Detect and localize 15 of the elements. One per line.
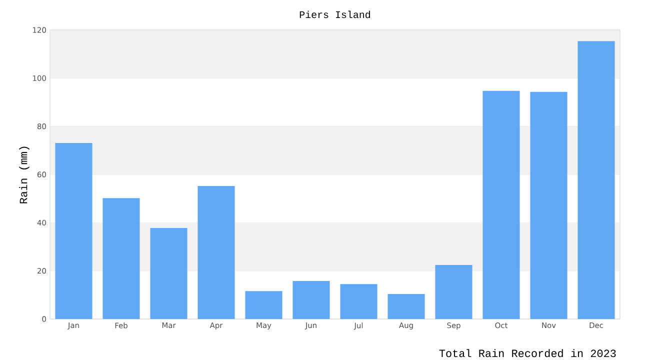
bar: [245, 291, 282, 319]
bar: [435, 265, 472, 319]
bar: [102, 198, 140, 319]
bar: [55, 142, 92, 319]
bar: [578, 41, 615, 319]
chart-title: Piers Island: [300, 10, 370, 18]
bar: [292, 280, 330, 319]
bar: [530, 92, 568, 319]
bar: [388, 294, 425, 319]
text: Total Rain Recorded in 2023: [439, 349, 616, 358]
bar: [482, 90, 520, 319]
bar: [340, 284, 378, 319]
y-axis-title: Rain (mm): [19, 146, 30, 204]
bar: [198, 186, 235, 319]
bar: [150, 228, 188, 319]
